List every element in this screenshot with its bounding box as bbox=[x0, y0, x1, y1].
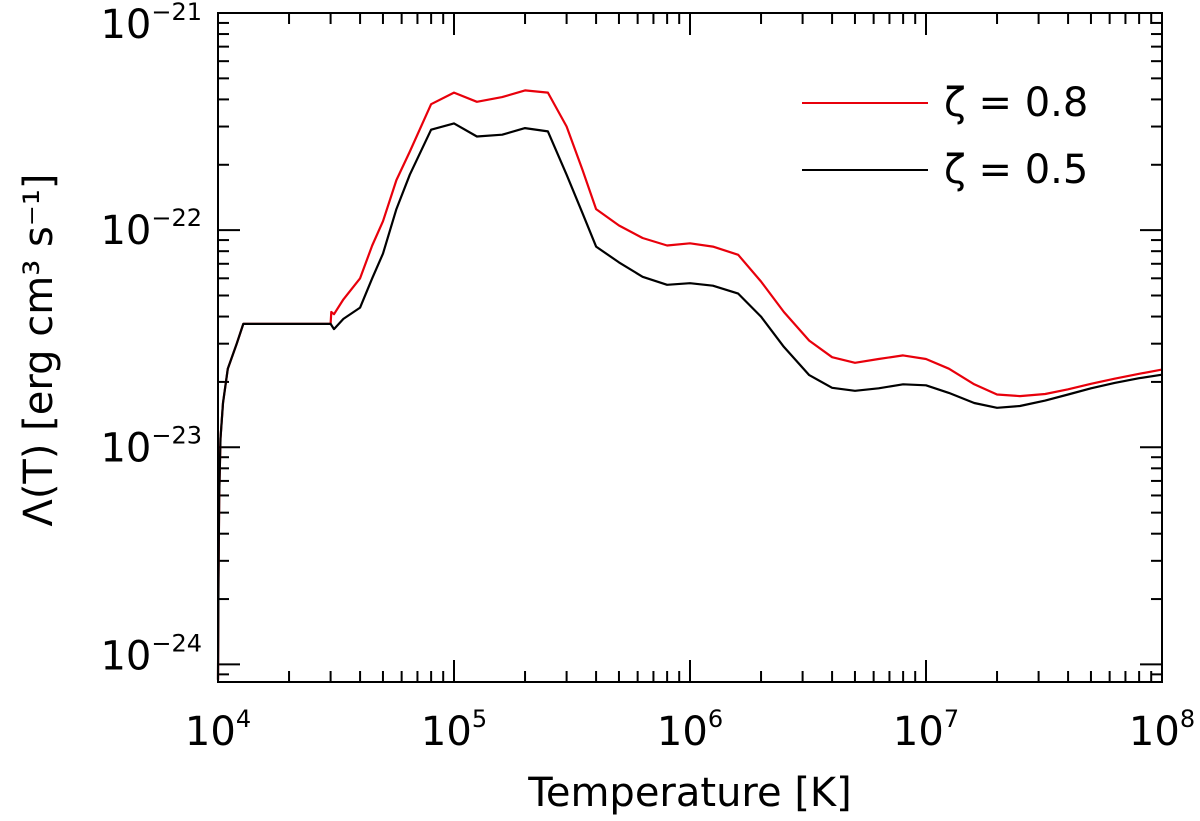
x-tick-label: 108 bbox=[1129, 705, 1195, 755]
y-axis-label: Λ(T) [erg cm³ s⁻¹] bbox=[16, 173, 62, 526]
axis-ticks bbox=[217, 12, 1163, 682]
y-tick-label: 10−24 bbox=[100, 629, 202, 679]
legend: ζ = 0.8 ζ = 0.5 bbox=[802, 80, 1088, 193]
y-tick-label: 10−21 bbox=[100, 0, 202, 48]
series-line-2 bbox=[216, 122, 1163, 680]
legend-label-series-2: ζ = 0.5 bbox=[944, 147, 1088, 193]
plot-frame bbox=[217, 12, 1163, 683]
x-tick-label: 104 bbox=[185, 705, 251, 755]
x-tick-labels: 104 105 106 107 108 bbox=[185, 705, 1195, 755]
x-axis-label: Temperature [K] bbox=[527, 770, 852, 816]
y-tick-labels: 10−24 10−23 10−22 10−21 bbox=[100, 0, 202, 679]
x-tick-label: 106 bbox=[657, 705, 723, 755]
y-tick-label: 10−23 bbox=[100, 421, 202, 471]
x-tick-label: 107 bbox=[893, 705, 959, 755]
legend-label-series-1: ζ = 0.8 bbox=[944, 80, 1088, 126]
series-line-1 bbox=[216, 89, 1163, 680]
series-lines bbox=[216, 89, 1163, 680]
x-tick-label: 105 bbox=[421, 705, 487, 755]
y-tick-label: 10−22 bbox=[100, 204, 202, 254]
